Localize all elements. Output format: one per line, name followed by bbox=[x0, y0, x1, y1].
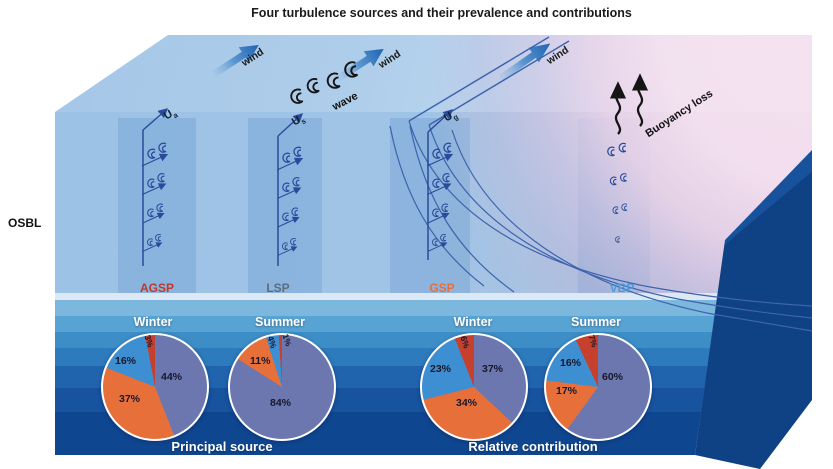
pie-slice-label: 16% bbox=[560, 357, 582, 369]
eddy-icon bbox=[278, 208, 298, 227]
pie-slice-label: 44% bbox=[161, 371, 183, 383]
pie-slice-label: 1% bbox=[280, 332, 294, 348]
caption-principal-source: Principal source bbox=[171, 439, 273, 454]
pie-slice-label: 11% bbox=[250, 355, 271, 367]
eddy-icon bbox=[277, 147, 301, 170]
pie-slice-label: 34% bbox=[456, 397, 478, 409]
eddy-icon bbox=[428, 234, 446, 251]
pie-slice-label: 37% bbox=[482, 363, 504, 375]
season-header-summer-2: Summer bbox=[570, 315, 622, 329]
buoyancy-arrows-icon bbox=[609, 73, 649, 135]
lsp-label: LSP bbox=[266, 281, 290, 295]
pie-slice-label: 17% bbox=[556, 385, 578, 397]
eddy-icon bbox=[278, 238, 296, 255]
vbp-label: VBP bbox=[609, 281, 635, 295]
pie-slice-label: 6% bbox=[458, 334, 472, 350]
pie-winter-relative: 37% 34% 23% 6% bbox=[420, 333, 528, 441]
eddy-icon bbox=[427, 143, 451, 166]
panel-lsp bbox=[248, 118, 322, 293]
caption-relative-contribution: Relative contribution bbox=[468, 439, 598, 454]
pie-summer-relative: 60% 17% 16% 7% bbox=[544, 333, 652, 441]
pie-winter-principal: 44% 37% 16% 3% bbox=[101, 333, 209, 441]
pie-slice-label: 16% bbox=[115, 355, 137, 367]
pie-slice-label: 60% bbox=[602, 371, 624, 383]
eddy-icon bbox=[277, 178, 299, 199]
pie-summer-principal: 84% 11% 4% 1% bbox=[228, 333, 336, 441]
current-arcs bbox=[389, 120, 813, 332]
season-header-winter-2: Winter bbox=[453, 315, 493, 329]
profile-lsp bbox=[277, 113, 304, 266]
gsp-arc-2 bbox=[409, 125, 515, 293]
profile-gsp bbox=[427, 109, 454, 260]
eddy-icon bbox=[142, 174, 164, 195]
pie-slice-label: 37% bbox=[119, 393, 141, 405]
pie-slice-label: 84% bbox=[270, 397, 292, 409]
pie-slice-label: 4% bbox=[265, 334, 279, 350]
figure-title: Four turbulence sources and their preval… bbox=[251, 6, 632, 20]
eddy-icon bbox=[143, 234, 161, 251]
agsp-label: AGSP bbox=[139, 281, 174, 295]
season-header-summer-1: Summer bbox=[254, 315, 306, 329]
osbl-label: OSBL bbox=[8, 216, 42, 230]
eddy-icon bbox=[607, 142, 628, 243]
gsp-label: GSP bbox=[429, 281, 455, 295]
pie-slice-label: 3% bbox=[142, 333, 156, 349]
profile-agsp bbox=[142, 108, 169, 266]
eddy-icon bbox=[143, 204, 163, 223]
gsp-arc-1 bbox=[389, 125, 485, 287]
season-header-winter-1: Winter bbox=[133, 315, 173, 329]
pie-slice-label: 23% bbox=[430, 363, 452, 375]
pie-slice-label: 7% bbox=[586, 333, 600, 349]
eddy-icon bbox=[142, 143, 166, 166]
